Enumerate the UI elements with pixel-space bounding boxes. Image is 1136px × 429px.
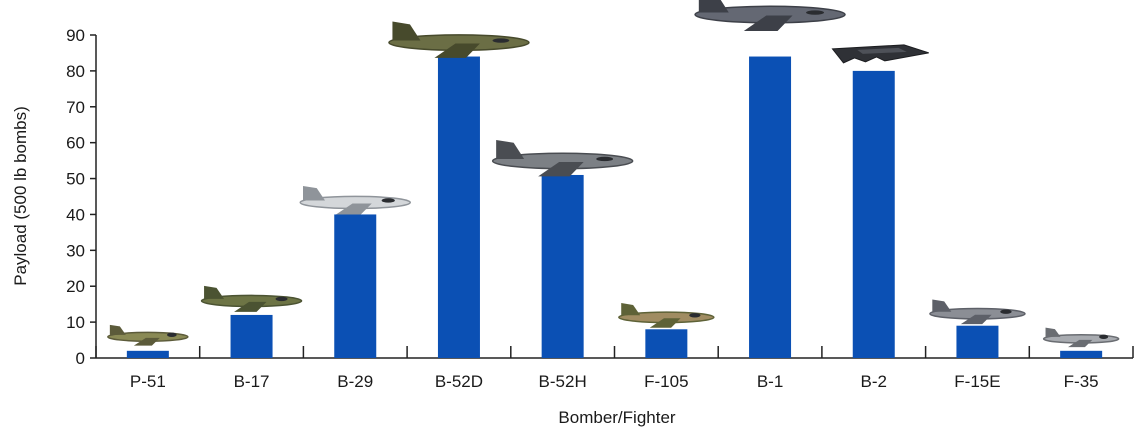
b2-stealth-bomber-icon bbox=[831, 44, 929, 64]
x-tick-label: F-15E bbox=[954, 372, 1000, 391]
x-tick-label: B-2 bbox=[861, 372, 887, 391]
x-axis-title: Bomber/Fighter bbox=[558, 408, 675, 427]
bar-f-15e bbox=[956, 325, 999, 358]
aircraft-icons bbox=[107, 0, 1120, 348]
y-tick-label: 0 bbox=[76, 349, 85, 368]
y-tick-label: 20 bbox=[66, 277, 85, 296]
b52d-bomber-icon bbox=[388, 21, 530, 58]
x-tick-label: B-29 bbox=[337, 372, 373, 391]
y-tick-label: 90 bbox=[66, 26, 85, 45]
f105-fighter-icon bbox=[618, 303, 715, 328]
x-tick-label: B-1 bbox=[757, 372, 783, 391]
bar-f-105 bbox=[645, 329, 688, 358]
b1-bomber-icon bbox=[694, 0, 846, 32]
bar-b-17 bbox=[230, 314, 273, 358]
x-tick-label: F-35 bbox=[1064, 372, 1099, 391]
x-tick-label: B-52H bbox=[539, 372, 587, 391]
x-tick-label: B-17 bbox=[234, 372, 270, 391]
x-tick-label: B-52D bbox=[435, 372, 483, 391]
x-tick-label: F-105 bbox=[644, 372, 688, 391]
x-tick-label: P-51 bbox=[130, 372, 166, 391]
y-tick-label: 80 bbox=[66, 62, 85, 81]
bar-f-35 bbox=[1060, 350, 1103, 358]
y-tick-label: 30 bbox=[66, 241, 85, 260]
y-tick-label: 10 bbox=[66, 313, 85, 332]
y-axis: 0 10 20 30 40 50 60 70 80 90 bbox=[66, 26, 97, 368]
y-axis-title: Payload (500 lb bombs) bbox=[11, 106, 30, 286]
bar-b-29 bbox=[334, 214, 377, 358]
y-tick-label: 70 bbox=[66, 98, 85, 117]
p51-fighter-icon bbox=[107, 324, 189, 346]
bar-b-52h bbox=[541, 174, 584, 358]
y-tick-label: 50 bbox=[66, 170, 85, 189]
bars-group bbox=[126, 56, 1103, 359]
f15e-fighter-icon bbox=[929, 299, 1026, 325]
b52h-bomber-icon bbox=[491, 139, 634, 177]
bar-b-2 bbox=[852, 70, 895, 358]
bar-b-52d bbox=[437, 56, 480, 359]
y-tick-label: 40 bbox=[66, 205, 85, 224]
f35-fighter-icon bbox=[1042, 327, 1120, 348]
bar-b-1 bbox=[749, 56, 792, 359]
b17-bomber-icon bbox=[200, 285, 303, 312]
y-tick-label: 60 bbox=[66, 134, 85, 153]
b29-bomber-icon bbox=[299, 185, 411, 215]
bar-p-51 bbox=[126, 350, 169, 358]
